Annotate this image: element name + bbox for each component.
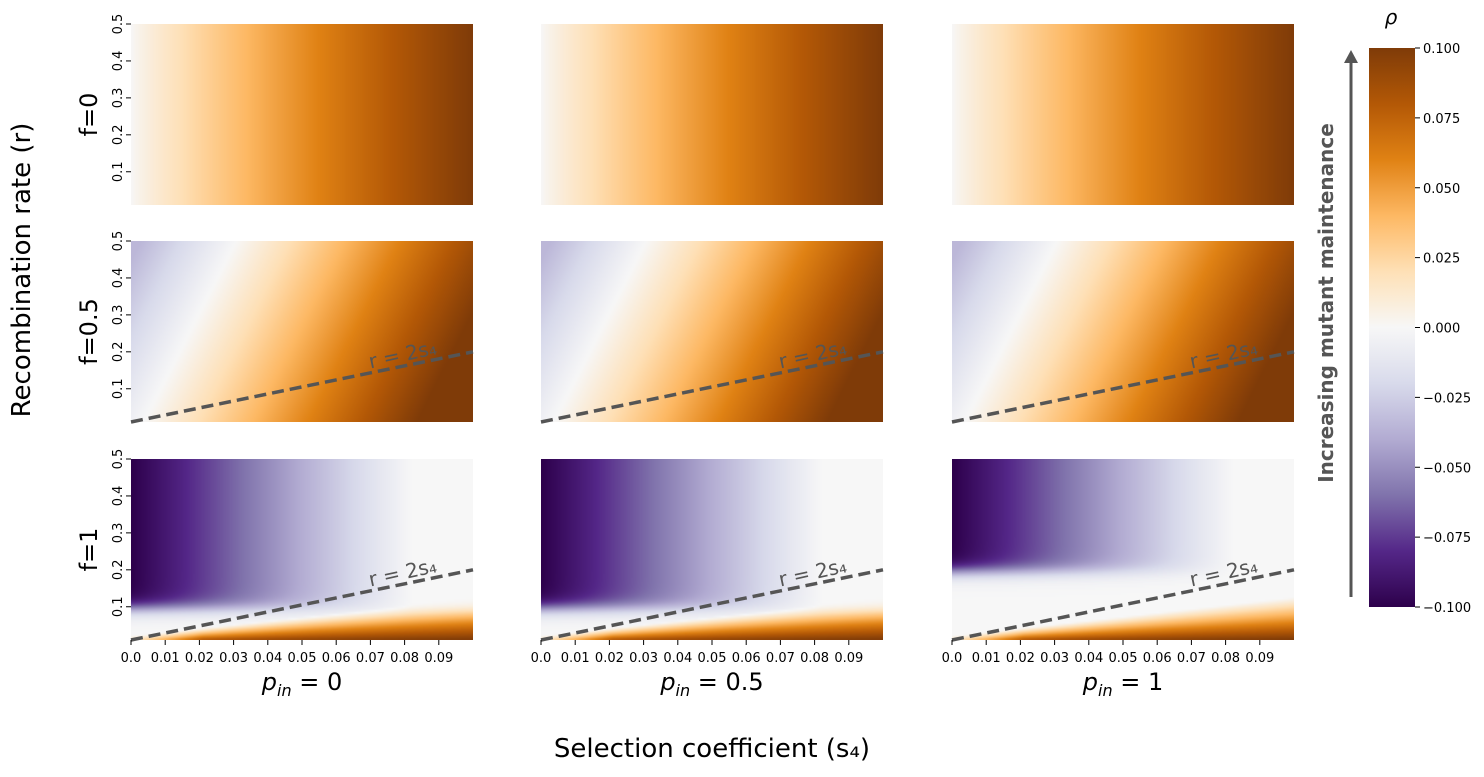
x-tick-label: 0.05 <box>1109 651 1138 666</box>
y-tick-label: 0.3 <box>111 88 126 109</box>
colorbar-tick-label: 0.000 <box>1423 322 1460 337</box>
x-tick-label: 0.04 <box>663 651 692 666</box>
heatmap-cells <box>952 24 1294 205</box>
y-axis-label: Recombination rate (r) <box>7 123 37 418</box>
x-tick-label: 0.08 <box>800 651 829 666</box>
heatmap-cells <box>952 459 1294 640</box>
heatmap-panel <box>952 24 1294 205</box>
axes: 0.1 0.2 0.3 0.4 0.5 f=0 0.1 0.2 0.3 0.4 0.5 f=0.5 0.… <box>75 14 1274 700</box>
heatmap-cells <box>541 24 883 205</box>
x-tick-label: 0.08 <box>390 651 419 666</box>
x-tick-label: 0.09 <box>834 651 863 666</box>
colorbar-tick-label: 0.025 <box>1423 252 1460 267</box>
colorbar-tick-label: −0.100 <box>1423 601 1471 616</box>
x-tick-label: 0.07 <box>1177 651 1206 666</box>
colorbar-tick-label: −0.025 <box>1423 391 1471 406</box>
y-tick-label: 0.3 <box>111 523 126 544</box>
x-tick-label: 0.02 <box>185 651 214 666</box>
heatmap-cells <box>541 459 883 640</box>
heatmap-panel <box>541 24 883 205</box>
column-label: pin = 1 <box>1082 668 1163 700</box>
column-label: pin = 0.5 <box>659 668 763 700</box>
reference-line <box>130 350 474 424</box>
heatmap-panel: r = 2s₄ <box>951 459 1295 642</box>
x-tick-label: 0.05 <box>288 651 317 666</box>
heatmap-panel: r = 2s₄ <box>540 459 884 642</box>
y-tick-label: 0.2 <box>111 559 126 580</box>
x-axis-label: Selection coefficient (s₄) <box>554 734 870 764</box>
y-tick-label: 0.5 <box>111 449 126 470</box>
colorbar-tick-label: −0.050 <box>1423 461 1471 476</box>
heatmap-cells <box>131 459 473 640</box>
heatmap-cells <box>952 241 1294 422</box>
x-tick-label: 0.02 <box>1006 651 1035 666</box>
x-tick-label: 0.06 <box>732 651 761 666</box>
colorbar-tick-label: 0.075 <box>1423 112 1460 127</box>
y-tick-label: 0.2 <box>111 124 126 145</box>
column-label: pin = 0 <box>261 668 342 700</box>
x-tick-label: 0.01 <box>972 651 1001 666</box>
x-tick-label: 0.07 <box>356 651 385 666</box>
y-tick-label: 0.1 <box>111 596 126 617</box>
x-tick-label: 0.0 <box>942 651 963 666</box>
y-tick-label: 0.5 <box>111 14 126 35</box>
x-tick-label: 0.09 <box>424 651 453 666</box>
x-tick-label: 0.03 <box>629 651 658 666</box>
x-tick-label: 0.04 <box>1074 651 1103 666</box>
heatmap-cells <box>541 241 883 422</box>
reference-line <box>540 350 884 424</box>
heatmap-panels: r = 2s₄ r = 2s₄ r = 2s₄ r = 2s₄ r = 2s₄ r = 2… <box>130 24 1295 642</box>
x-tick-label: 0.03 <box>219 651 248 666</box>
y-tick-label: 0.5 <box>111 231 126 252</box>
heatmap-panel: r = 2s₄ <box>130 459 474 642</box>
x-tick-label: 0.0 <box>121 651 142 666</box>
x-tick-label: 0.05 <box>698 651 727 666</box>
colorbar-label: ρ <box>1385 5 1398 29</box>
reference-line <box>540 568 884 642</box>
y-tick-label: 0.3 <box>111 305 126 326</box>
row-label: f=1 <box>75 528 103 572</box>
x-tick-label: 0.09 <box>1245 651 1274 666</box>
x-tick-label: 0.04 <box>253 651 282 666</box>
heatmap-panel: r = 2s₄ <box>540 241 884 424</box>
arrow-head-icon <box>1344 50 1358 63</box>
x-tick-label: 0.01 <box>151 651 180 666</box>
heatmap-panel: r = 2s₄ <box>130 241 474 424</box>
reference-line <box>951 568 1295 642</box>
x-tick-label: 0.06 <box>1143 651 1172 666</box>
x-tick-label: 0.0 <box>531 651 552 666</box>
colorbar: −0.100 −0.075 −0.050 −0.025 0.000 0.025 0.050 0… <box>1314 5 1471 616</box>
x-tick-label: 0.02 <box>595 651 624 666</box>
heatmap-panel <box>131 24 473 205</box>
x-tick-label: 0.03 <box>1040 651 1069 666</box>
colorbar-tick-label: 0.100 <box>1423 42 1460 57</box>
colorbar-tick-label: −0.075 <box>1423 531 1471 546</box>
y-tick-label: 0.4 <box>111 51 126 72</box>
row-label: f=0 <box>75 93 103 137</box>
row-label: f=0.5 <box>75 298 103 365</box>
x-tick-label: 0.01 <box>561 651 590 666</box>
x-tick-label: 0.07 <box>766 651 795 666</box>
reference-line <box>951 350 1295 424</box>
heatmap-cells <box>131 241 473 422</box>
reference-line <box>130 568 474 642</box>
heatmap-cells <box>131 24 473 205</box>
y-tick-label: 0.2 <box>111 341 126 362</box>
y-tick-label: 0.4 <box>111 486 126 507</box>
y-tick-label: 0.4 <box>111 268 126 289</box>
colorbar-gradient <box>1369 48 1415 607</box>
x-tick-label: 0.06 <box>322 651 351 666</box>
heatmap-panel: r = 2s₄ <box>951 241 1295 424</box>
x-tick-label: 0.08 <box>1211 651 1240 666</box>
y-tick-label: 0.1 <box>111 378 126 399</box>
y-tick-label: 0.1 <box>111 161 126 182</box>
arrow-label: Increasing mutant maintenance <box>1314 123 1338 483</box>
colorbar-tick-label: 0.050 <box>1423 182 1460 197</box>
